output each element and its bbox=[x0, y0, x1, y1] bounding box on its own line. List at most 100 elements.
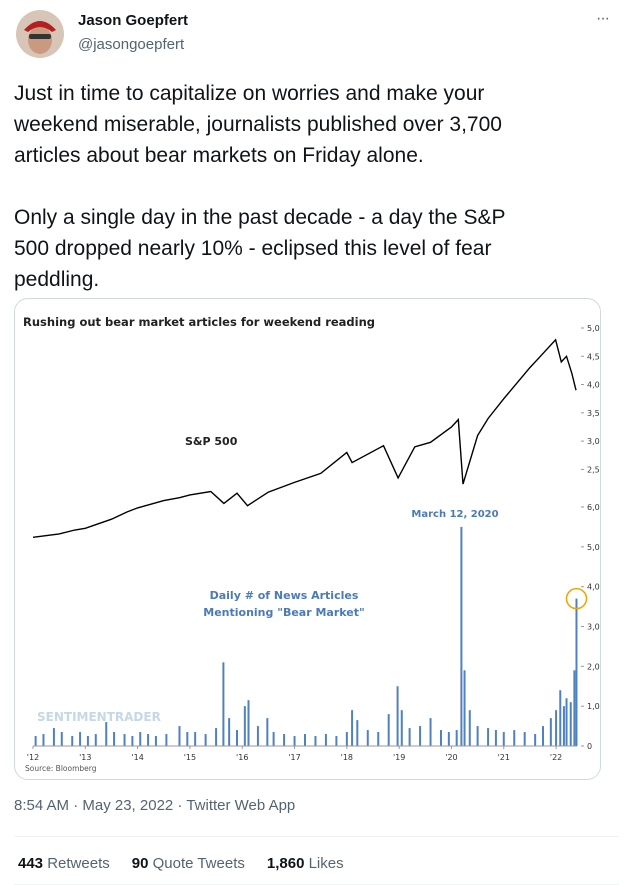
paragraph: Just in time to capitalize on worries an… bbox=[14, 78, 624, 171]
bar bbox=[324, 734, 327, 746]
y-tick-label: 6,000 bbox=[587, 503, 600, 512]
bar bbox=[272, 732, 275, 746]
stat[interactable]: 1,860 Likes bbox=[267, 855, 344, 872]
bar bbox=[377, 732, 380, 746]
x-tick-label: '19 bbox=[393, 753, 405, 762]
bar bbox=[256, 726, 259, 746]
display-name[interactable]: Jason Goepfert bbox=[78, 12, 189, 29]
bar bbox=[575, 598, 578, 746]
bar bbox=[147, 734, 150, 746]
bar bbox=[222, 662, 225, 746]
text-line: weekend miserable, journalists published… bbox=[14, 113, 502, 136]
bar bbox=[555, 710, 558, 746]
bar bbox=[228, 718, 231, 746]
bar bbox=[178, 726, 181, 746]
chart: 2,500 3,000 3,500 4,000 4,500 5,000 Rushing ou… bbox=[23, 315, 600, 773]
bar bbox=[236, 730, 238, 746]
bar bbox=[154, 736, 157, 746]
stat-count: 90 bbox=[131, 855, 149, 872]
annotation: Daily # of News Articles bbox=[210, 589, 359, 602]
bar bbox=[534, 734, 537, 746]
bar bbox=[123, 734, 126, 746]
bar bbox=[542, 726, 544, 746]
bar bbox=[366, 730, 369, 746]
y-tick-label: 1,000 bbox=[587, 702, 600, 711]
bar bbox=[86, 736, 89, 746]
bar bbox=[468, 710, 471, 746]
annotation: Mentioning "Bear Market" bbox=[203, 606, 364, 619]
y-tick-label: 3,000 bbox=[587, 437, 600, 446]
bar bbox=[345, 732, 348, 746]
bar bbox=[460, 526, 463, 746]
bar bbox=[569, 702, 572, 746]
bar bbox=[139, 732, 142, 746]
bar bbox=[549, 718, 552, 746]
x-tick-label: '13 bbox=[79, 753, 91, 762]
watermark: SENTIMENTRADER bbox=[37, 710, 161, 724]
stat-label: Likes bbox=[308, 855, 344, 872]
chart-title: Rushing out bear market articles for wee… bbox=[23, 315, 375, 329]
bar bbox=[463, 670, 466, 746]
bar bbox=[429, 718, 432, 746]
paragraph: Only a single day in the past decade - a… bbox=[14, 202, 624, 295]
bar bbox=[455, 730, 458, 746]
stat[interactable]: 443 Retweets bbox=[18, 855, 110, 872]
stat-label: Quote Tweets bbox=[152, 855, 245, 872]
y-tick-label: 2,500 bbox=[587, 465, 600, 474]
bar bbox=[396, 686, 399, 746]
bar bbox=[215, 728, 218, 746]
bar bbox=[42, 734, 45, 746]
x-tick-label: '17 bbox=[288, 753, 300, 762]
x-tick-label: '12 bbox=[27, 753, 39, 762]
y-tick-label: 3,500 bbox=[587, 409, 600, 418]
x-tick-label: '21 bbox=[498, 753, 510, 762]
bar bbox=[562, 706, 565, 746]
tweet-text: Just in time to capitalize on worries an… bbox=[14, 78, 624, 326]
more-menu[interactable]: ··· bbox=[596, 10, 610, 27]
y-tick-label: 5,000 bbox=[587, 324, 600, 333]
stat[interactable]: 90 Quote Tweets bbox=[132, 855, 245, 872]
bar bbox=[419, 726, 422, 746]
bar bbox=[247, 700, 250, 746]
text-line: Just in time to capitalize on worries an… bbox=[14, 82, 485, 105]
bar bbox=[351, 710, 354, 746]
bar bbox=[502, 732, 505, 746]
stat-count: 443 bbox=[18, 855, 44, 872]
timestamp[interactable]: 8:54 AM · May 23, 2022 · Twitter Web App bbox=[14, 797, 296, 814]
y-tick-label: 4,500 bbox=[587, 352, 600, 361]
annotation: March 12, 2020 bbox=[411, 509, 498, 520]
bar bbox=[476, 726, 479, 746]
bar bbox=[356, 720, 359, 746]
bar bbox=[487, 728, 490, 746]
source: Source: Bloomberg bbox=[25, 764, 97, 773]
y-tick-label: 2,000 bbox=[587, 662, 600, 671]
stat-label: Retweets bbox=[47, 855, 110, 872]
separator bbox=[14, 836, 619, 837]
text-line: 500 dropped nearly 10% - eclipsed this l… bbox=[14, 237, 492, 260]
bar bbox=[400, 710, 403, 746]
y-tick-label: 0 bbox=[587, 742, 592, 751]
bar bbox=[34, 736, 37, 746]
bar bbox=[408, 728, 411, 746]
bar bbox=[266, 718, 269, 746]
handle[interactable]: @jasongoepfert bbox=[78, 36, 185, 53]
bar bbox=[283, 734, 286, 746]
y-tick-label: 5,000 bbox=[587, 543, 600, 552]
x-tick-label: '15 bbox=[184, 753, 196, 762]
bar bbox=[194, 732, 197, 746]
x-tick-label: '16 bbox=[236, 753, 248, 762]
avatar[interactable] bbox=[16, 10, 64, 58]
bar bbox=[387, 714, 390, 746]
bar bbox=[165, 734, 168, 746]
bar bbox=[79, 732, 82, 746]
chart-image[interactable]: 2,500 3,000 3,500 4,000 4,500 5,000 Rushing ou… bbox=[14, 298, 601, 780]
x-tick-label: '20 bbox=[445, 753, 457, 762]
bar bbox=[523, 732, 526, 746]
bar bbox=[94, 734, 97, 746]
sp500-line bbox=[32, 338, 577, 538]
bar bbox=[447, 732, 450, 746]
x-tick-label: '18 bbox=[341, 753, 353, 762]
bar bbox=[113, 732, 116, 746]
bar bbox=[314, 736, 317, 746]
x-tick-label: '22 bbox=[550, 753, 562, 762]
